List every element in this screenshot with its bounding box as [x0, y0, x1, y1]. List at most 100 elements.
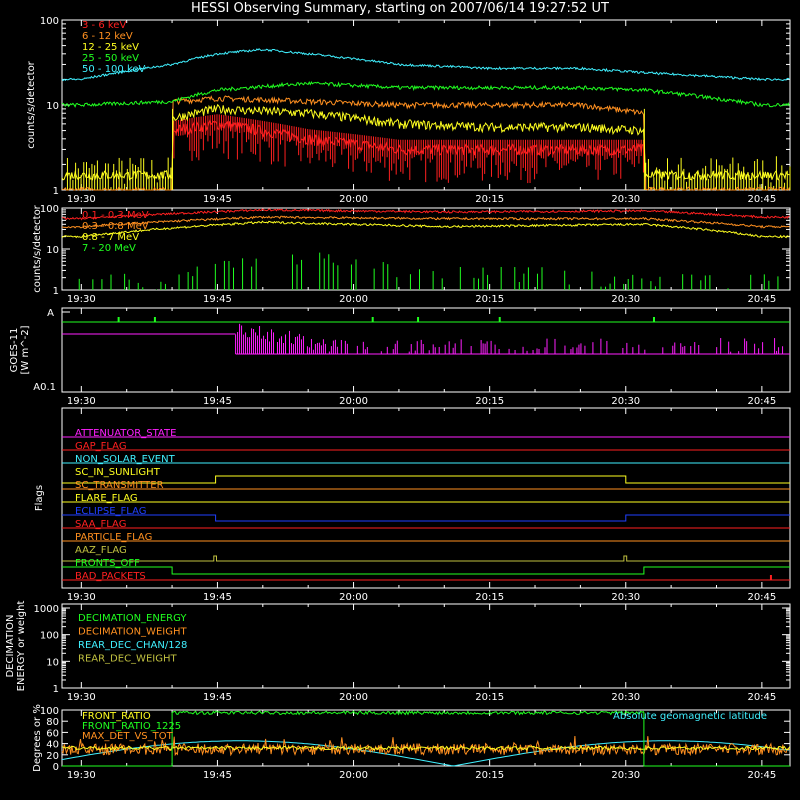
series-line: [61, 208, 790, 221]
y-tick-label: 100: [40, 706, 59, 717]
legend-entry: DECIMATION_ENERGY: [78, 613, 187, 624]
x-tick-label: 20:00: [339, 592, 368, 603]
legend-entry: 6 - 12 keV: [82, 31, 133, 42]
y-axis-label: [W m^-2]: [20, 325, 31, 374]
y-tick-label: 100: [40, 631, 59, 642]
flag-line: [62, 566, 790, 575]
legend-entry: 12 - 25 keV: [82, 42, 139, 53]
legend-entry: 7 - 20 MeV: [82, 243, 136, 254]
x-tick-label: 20:30: [611, 592, 640, 603]
y-tick-label: 1: [53, 684, 59, 695]
legend-entry: REAR_DEC_WEIGHT: [78, 654, 177, 665]
x-tick-label: 20:45: [747, 770, 776, 781]
legend-entry: DECIMATION_WEIGHT: [78, 627, 187, 638]
y-tick-label: 100: [40, 204, 59, 215]
x-tick-label: 20:00: [339, 396, 368, 407]
x-tick-label: 20:45: [747, 592, 776, 603]
legend-entry: 50 - 100 keV: [82, 64, 146, 75]
front-ratio-line: [61, 745, 791, 751]
y-tick-label: 20: [46, 751, 59, 762]
legend-entry: 0.3 - 0.8 MeV: [82, 221, 149, 232]
y-tick-label: 10: [46, 657, 59, 668]
flag-line: [62, 475, 790, 484]
y-tick-label: 80: [46, 717, 59, 728]
x-tick-label: 20:15: [475, 592, 504, 603]
legend-entry: 3 - 6 keV: [82, 20, 126, 31]
x-tick-label: 20:30: [611, 194, 640, 205]
x-tick-label: 20:30: [611, 396, 640, 407]
x-tick-label: 19:45: [203, 194, 232, 205]
flag-label: SAA_FLAG: [75, 519, 126, 530]
y-tick-label: 40: [46, 740, 59, 751]
y-tick-label: A0.1: [33, 382, 56, 393]
y-tick-label: 1: [53, 286, 59, 297]
series-line: [61, 220, 790, 239]
x-tick-label: 20:45: [747, 692, 776, 703]
series-line: [61, 81, 790, 108]
x-tick-label: 20:30: [611, 770, 640, 781]
x-tick-label: 19:30: [67, 294, 96, 305]
x-tick-label: 20:15: [475, 294, 504, 305]
x-tick-label: 19:45: [203, 592, 232, 603]
max-det-line: [61, 735, 790, 757]
panel-goes: 19:3019:4520:0020:1520:3020:4521:00AA0.1…: [9, 307, 791, 407]
y-tick-label: 1000: [34, 604, 59, 615]
y-tick-label: 10: [46, 101, 59, 112]
y-tick-label: 10: [46, 245, 59, 256]
panel-goes-frame: [61, 307, 791, 393]
y-tick-label: 100: [40, 16, 59, 27]
x-tick-label: 20:15: [475, 194, 504, 205]
y-axis-label: Degrees or %: [32, 704, 43, 772]
x-tick-label: 20:15: [475, 770, 504, 781]
x-tick-label: 20:30: [611, 294, 640, 305]
legend-entry: MAX_DET_VS_TOT: [82, 731, 174, 742]
green-spikes: [78, 252, 779, 290]
y-axis-label: Flags: [34, 485, 45, 511]
x-tick-label: 20:00: [339, 294, 368, 305]
legend-entry: 25 - 50 keV: [82, 53, 139, 64]
flag-label: GAP_FLAG: [75, 441, 127, 452]
x-tick-label: 20:00: [339, 194, 368, 205]
x-tick-label: 19:30: [67, 592, 96, 603]
goes-green-bump: [652, 317, 655, 322]
x-tick-label: 19:45: [203, 770, 232, 781]
goes-green-bump: [371, 317, 374, 322]
goes-magenta: [62, 323, 790, 355]
panel-ratios: 19:3019:4520:0020:1520:3020:4521:0010080…: [32, 704, 791, 781]
series-line: [61, 95, 790, 192]
goes-green-bump: [117, 317, 120, 322]
flag-line: [62, 514, 790, 522]
x-tick-label: 20:00: [339, 770, 368, 781]
flag-label: FLARE_FLAG: [75, 493, 138, 504]
front-ratio-1225-line: [62, 710, 790, 767]
x-tick-label: 20:45: [747, 396, 776, 407]
geomagnetic-latitude-line: [61, 740, 789, 767]
panel-flags: 19:3019:4520:0020:1520:3020:4521:00Flags…: [34, 407, 791, 603]
legend-entry: FRONT_RATIO_1225: [82, 721, 181, 732]
flag-line: [62, 555, 790, 562]
flag-label: AAZ_FLAG: [75, 545, 127, 556]
series-line: [61, 215, 790, 229]
y-tick-label: 0: [53, 762, 59, 773]
x-tick-label: 19:30: [67, 194, 96, 205]
x-tick-label: 20:45: [747, 194, 776, 205]
flag-label: FRONTS_OFF: [75, 558, 140, 569]
yellow-background-spikes: [64, 156, 791, 190]
legend-entry: FRONT_RATIO: [82, 711, 151, 722]
x-tick-label: 20:15: [475, 396, 504, 407]
legend-entry: REAR_DEC_CHAN/128: [78, 640, 187, 651]
flag-label: PARTICLE_FLAG: [75, 532, 152, 543]
legend-entry: 0.8 - 7 MeV: [82, 232, 139, 243]
legend-entry: 0.1 - 0.3 MeV: [82, 210, 149, 221]
y-axis-label: DECIMATION: [5, 614, 16, 677]
panel-ratios-frame: [61, 709, 791, 767]
x-tick-label: 20:45: [747, 294, 776, 305]
series-line: [61, 103, 790, 182]
x-tick-label: 20:15: [475, 692, 504, 703]
flag-label: SC_TRANSMITTER: [75, 480, 164, 491]
y-tick-label: 60: [46, 728, 59, 739]
panel-flags-frame: [61, 407, 791, 589]
y-axis-label: GOES-11: [9, 328, 20, 373]
y-tick-label: 1: [53, 186, 59, 197]
